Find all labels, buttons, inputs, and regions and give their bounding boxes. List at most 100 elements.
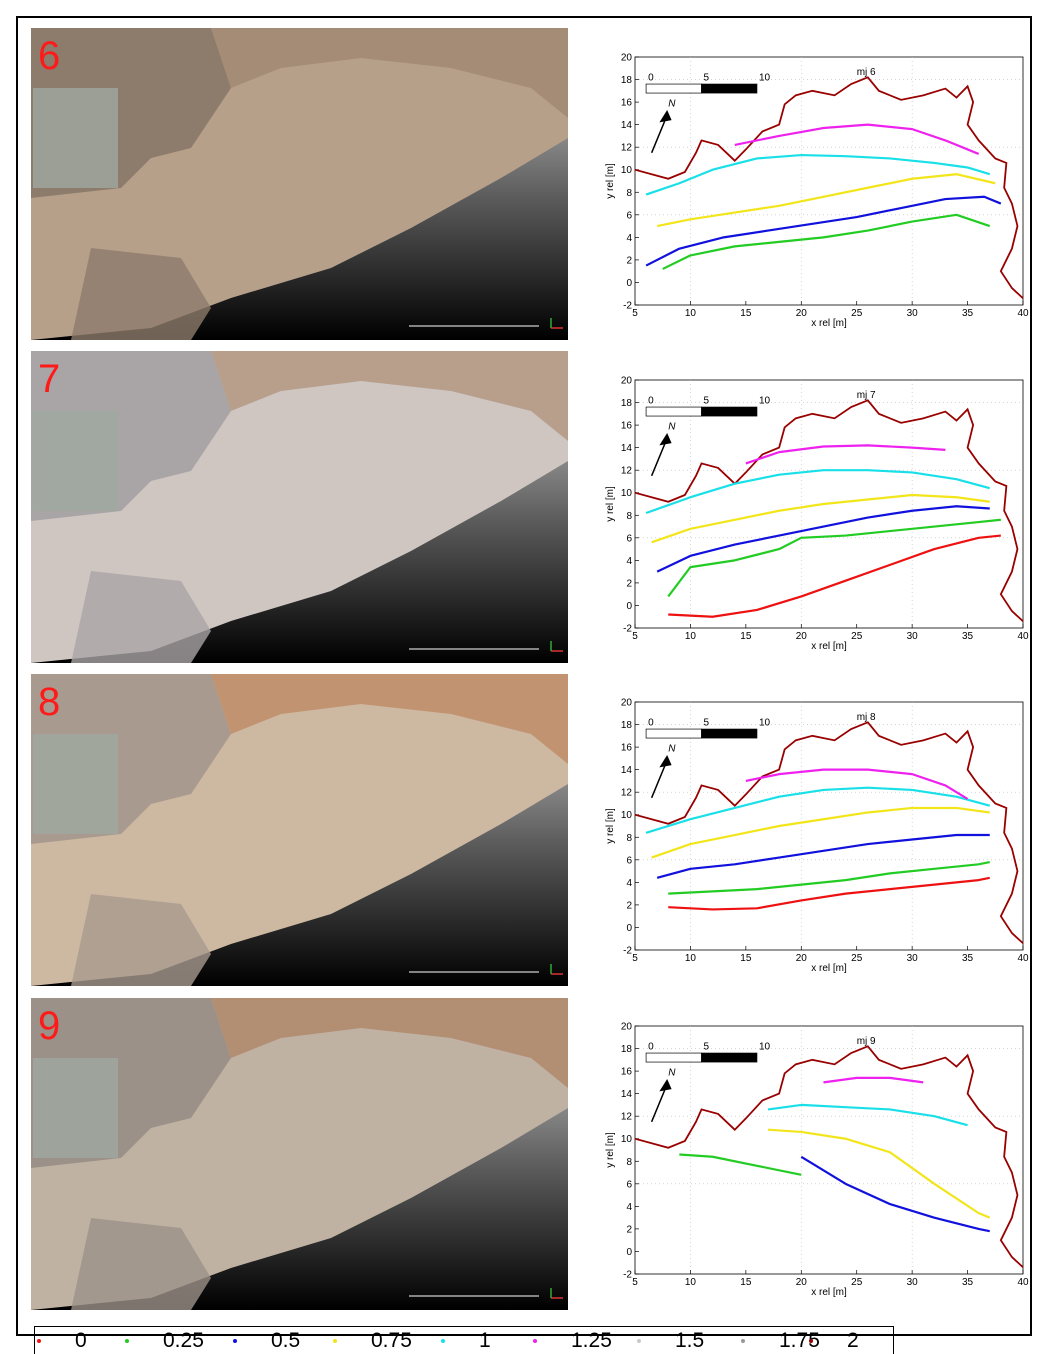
legend-label: 2: [847, 1329, 859, 1352]
contour-line-1: [645, 469, 991, 515]
scale-bar-black: [701, 1052, 758, 1063]
legend-marker: [125, 1339, 129, 1343]
x-tick-label: 20: [796, 308, 808, 319]
y-tick-label: 14: [621, 120, 633, 131]
contour-line-0_75: [651, 493, 990, 544]
contour-line-1: [645, 786, 991, 834]
x-axis-label: x rel [m]: [811, 318, 847, 329]
contour-line-0_5: [800, 1155, 990, 1233]
legend-marker: [741, 1339, 745, 1343]
scale-bar-label: 10: [759, 396, 771, 407]
panel-number: 8: [38, 680, 61, 724]
y-tick-label: 16: [621, 743, 633, 754]
scale-bar-label: 5: [704, 1042, 710, 1053]
coastline-contour: [634, 721, 1024, 944]
panel-number: 9: [38, 1004, 61, 1048]
legend-marker: [37, 1339, 41, 1343]
scale-bar-white: [645, 728, 702, 739]
x-tick-label: 25: [851, 953, 863, 964]
x-tick-label: 20: [796, 1277, 808, 1288]
x-axis-label: x rel [m]: [811, 963, 847, 974]
y-tick-label: 4: [626, 556, 632, 567]
y-tick-label: 10: [621, 488, 633, 499]
scale-bar-black: [701, 728, 758, 739]
north-arrow-icon: [650, 440, 667, 477]
contour-line-0_75: [767, 1128, 991, 1219]
x-tick-label: 30: [907, 1277, 919, 1288]
x-tick-label: 35: [962, 308, 974, 319]
scale-bar-label: 5: [704, 73, 710, 84]
figure-frame: [16, 16, 1032, 1336]
contour-line-1_25: [823, 1076, 924, 1084]
contour-line-1: [767, 1103, 968, 1127]
legend-label: 0: [75, 1329, 87, 1352]
y-tick-label: 6: [626, 1179, 632, 1190]
x-tick-label: 40: [1017, 953, 1029, 964]
scale-bar-label: 10: [759, 73, 771, 84]
legend-marker: [333, 1339, 337, 1343]
contour-line-0_25: [667, 518, 1001, 598]
x-tick-label: 35: [962, 631, 974, 642]
x-tick-label: 40: [1017, 1277, 1029, 1288]
y-tick-label: 20: [621, 1022, 633, 1033]
x-tick-label: 10: [685, 1277, 697, 1288]
orthophoto-7: [31, 351, 568, 663]
legend-item: 1.5: [637, 1329, 704, 1353]
contour-line-0: [668, 876, 990, 911]
contour-line-0_5: [645, 195, 1002, 267]
scale-bar-label: 0: [648, 718, 654, 729]
north-label: N: [668, 1068, 676, 1079]
x-tick-label: 40: [1017, 308, 1029, 319]
legend-item: 1.25: [533, 1329, 612, 1353]
north-arrow-icon: [650, 1086, 667, 1123]
legend-marker: [441, 1339, 445, 1343]
legend-label: 0.5: [271, 1329, 301, 1352]
x-tick-label: 5: [632, 631, 638, 642]
y-tick-label: 12: [621, 143, 633, 154]
legend-item: 1.75: [741, 1329, 820, 1353]
y-tick-label: 18: [621, 1044, 633, 1055]
y-tick-label: -2: [623, 624, 632, 635]
y-tick-label: 20: [621, 53, 633, 64]
y-tick-label: 0: [626, 1247, 632, 1258]
contour-line-1: [645, 153, 991, 196]
x-tick-label: 10: [685, 953, 697, 964]
legend-item: 0.25: [125, 1329, 204, 1353]
y-tick-label: 8: [626, 833, 632, 844]
x-tick-label: 40: [1017, 631, 1029, 642]
panel-number: 6: [38, 34, 61, 78]
y-tick-label: 6: [626, 855, 632, 866]
y-axis-label: y rel [m]: [605, 163, 616, 199]
north-arrow-icon: [650, 117, 667, 154]
y-tick-label: 16: [621, 421, 633, 432]
legend-label: 1: [479, 1329, 491, 1352]
contour-line-0_5: [656, 505, 990, 573]
y-tick-label: 6: [626, 533, 632, 544]
legend-item: 0.75: [333, 1329, 412, 1353]
scale-bar-black: [701, 83, 758, 94]
contour-plot-8: 5 10 15 20 25 30 35 40 -2 0 2 4 6 8 10 12 14 16 18 20 x rel …: [595, 698, 1035, 985]
y-tick-label: 14: [621, 443, 633, 454]
north-label: N: [668, 744, 676, 755]
x-tick-label: 30: [907, 631, 919, 642]
coastline-contour: [634, 399, 1024, 622]
x-tick-label: 30: [907, 953, 919, 964]
legend: 0 0.25 0.5 0.75 1 1.25 1.5 1.75 2: [34, 1326, 894, 1354]
y-tick-label: 20: [621, 698, 633, 709]
contour-line-1_25: [734, 123, 980, 155]
x-tick-label: 5: [632, 953, 638, 964]
contour-line-1_25: [745, 444, 946, 465]
y-tick-label: 2: [626, 900, 632, 911]
y-tick-label: 0: [626, 923, 632, 934]
x-tick-label: 5: [632, 1277, 638, 1288]
scale-bar-label: 5: [704, 718, 710, 729]
legend-label: 0.75: [371, 1329, 412, 1352]
x-tick-label: 35: [962, 953, 974, 964]
contour-line-0_25: [679, 1153, 802, 1176]
legend-item: 2: [809, 1329, 859, 1353]
x-tick-label: 15: [740, 953, 752, 964]
contour-line-0_5: [656, 833, 990, 879]
y-axis-label: y rel [m]: [605, 486, 616, 522]
panel-number: 7: [38, 357, 61, 401]
legend-item: 0: [37, 1329, 87, 1353]
